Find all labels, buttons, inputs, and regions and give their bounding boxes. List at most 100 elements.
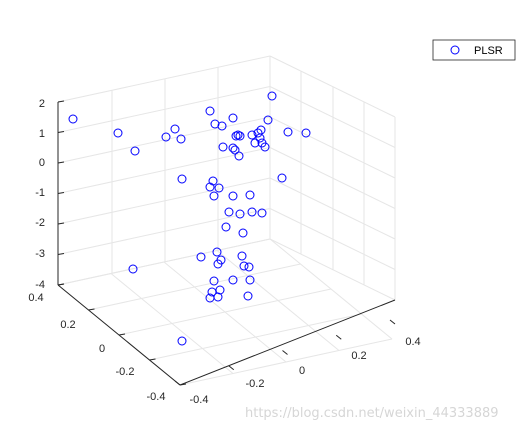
data-point: [128, 264, 138, 274]
x-tick-label: -0.2: [246, 378, 265, 390]
z-tick-label: 2: [39, 98, 45, 110]
z-tick-label: -3: [35, 248, 45, 260]
grid-line: [57, 147, 271, 194]
data-point: [238, 228, 248, 238]
data-point: [250, 138, 260, 148]
data-point: [68, 114, 78, 124]
axis-lines: [57, 100, 396, 386]
y-axis-ticks: 0.4 0.2 0 -0.2 -0.4: [28, 292, 165, 403]
z-tick: [57, 222, 65, 225]
data-point: [235, 131, 245, 141]
y-tick: [57, 283, 65, 286]
data-point: [224, 207, 234, 217]
data-point: [247, 207, 257, 217]
data-point: [221, 222, 231, 232]
data-point: [130, 146, 140, 156]
data-point: [267, 91, 277, 101]
y-tick: [88, 308, 95, 311]
grid-line: [179, 338, 393, 386]
data-point: [283, 127, 293, 137]
data-point: [233, 130, 243, 140]
watermark-text: https://blog.csdn.net/weixin_44333889: [245, 406, 499, 421]
data-point: [231, 131, 241, 141]
data-point: [177, 336, 187, 346]
data-point: [209, 276, 219, 286]
data-point: [244, 262, 254, 272]
x-tick-label: 0: [299, 365, 305, 377]
y-tick: [149, 358, 156, 361]
data-point: [234, 151, 244, 161]
data-point: [213, 259, 223, 269]
data-point: [253, 128, 263, 138]
grid-line: [57, 55, 271, 103]
grid-line: [118, 288, 332, 336]
z-tick: [57, 161, 65, 164]
data-point: [255, 133, 265, 143]
x-tick: [282, 350, 288, 355]
data-point: [228, 143, 238, 153]
y-tick-label: 0.2: [60, 319, 75, 331]
data-point: [215, 285, 225, 295]
data-point: [263, 115, 273, 125]
data-point: [217, 121, 227, 131]
data-point: [277, 173, 287, 183]
z-tick-label: -2: [35, 217, 45, 229]
data-point: [256, 125, 266, 135]
data-point: [237, 251, 247, 261]
data-point: [245, 190, 255, 200]
y-tick: [179, 383, 187, 386]
data-point: [205, 106, 215, 116]
y-tick-label: -0.4: [147, 391, 166, 403]
data-point: [213, 292, 223, 302]
data-point: [243, 291, 253, 301]
legend: PLSR: [432, 39, 516, 61]
data-point: [177, 174, 187, 184]
y-tick-label: 0.4: [28, 292, 43, 304]
data-point: [214, 183, 224, 193]
data-point: [245, 275, 255, 285]
data-point: [205, 182, 215, 192]
z-tick-label: -1: [35, 187, 45, 199]
legend-box: [432, 39, 516, 61]
z-tick-label: -4: [35, 279, 45, 291]
data-point: [228, 275, 238, 285]
y-tick: [118, 333, 126, 336]
grid-line: [269, 238, 393, 340]
x-tick: [228, 365, 235, 371]
grid-line: [149, 313, 362, 361]
legend-marker: [450, 45, 460, 55]
data-point: [247, 130, 257, 140]
data-point: [196, 252, 206, 262]
data-point: [301, 128, 311, 138]
z-tick-label: 1: [39, 128, 45, 140]
data-point: [210, 119, 220, 129]
z-tick: [57, 100, 65, 103]
grid-line: [57, 208, 271, 255]
data-point: [208, 176, 218, 186]
data-point: [230, 145, 240, 155]
data-point: [209, 191, 219, 201]
data-point: [161, 132, 171, 142]
z-tick: [57, 192, 65, 194]
data-point: [170, 124, 180, 134]
y-tick-label: 0: [99, 343, 105, 355]
grid-line: [216, 250, 340, 351]
z-axis-ticks: 2 1 0 -1 -2 -3 -4: [35, 98, 45, 291]
x-axis-ticks: -0.4 -0.2 0 0.2 0.4: [190, 336, 421, 406]
data-point: [260, 142, 270, 152]
data-point: [228, 113, 238, 123]
z-tick: [57, 253, 65, 255]
x-tick: [335, 334, 342, 340]
data-point: [212, 247, 222, 257]
z-tick: [57, 131, 65, 133]
y-tick-label: -0.2: [116, 366, 135, 378]
data-point: [257, 208, 267, 218]
grid-lines: [57, 55, 396, 386]
data-point: [113, 128, 123, 138]
plsr-series: [68, 91, 311, 346]
z-tick-label: 0: [39, 157, 45, 169]
legend-label: PLSR: [474, 45, 503, 57]
x-tick-label: 0.2: [351, 350, 366, 362]
x-tick-label: 0.4: [405, 336, 420, 348]
